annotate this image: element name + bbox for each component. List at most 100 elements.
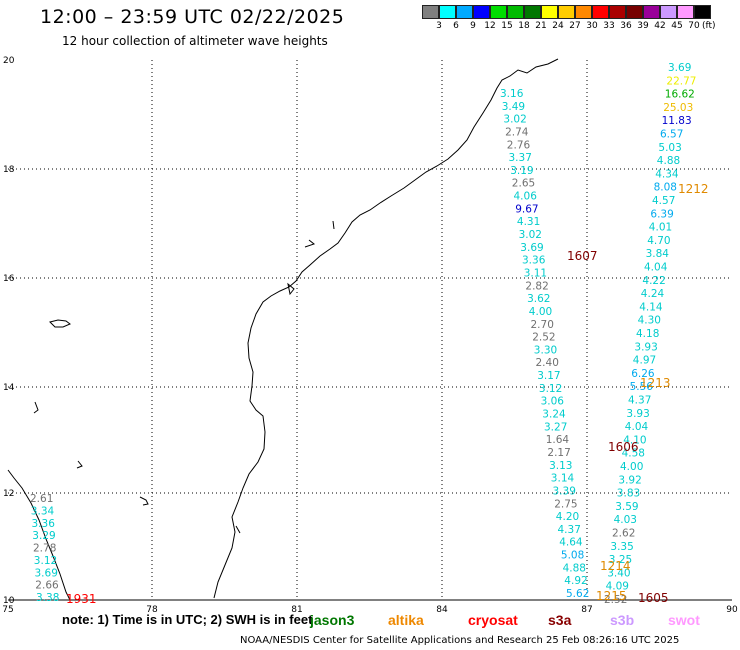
legend-swatch	[643, 5, 660, 19]
legend-swatch	[592, 5, 609, 19]
wave-height-label: 4.37	[558, 524, 581, 536]
satellite-name: altika	[388, 612, 424, 628]
legend-tick-label: 27	[569, 21, 581, 31]
legend-swatch	[490, 5, 507, 19]
wave-height-label: 5.62	[566, 588, 589, 600]
legend-tick-label: 21	[535, 21, 547, 31]
y-tick-label: 16	[3, 274, 15, 284]
legend-swatch	[575, 5, 592, 19]
legend-tick-label: 33	[603, 21, 615, 31]
legend-swatches	[422, 5, 711, 19]
y-tick-label: 20	[3, 56, 15, 66]
wave-height-label: 6.26	[631, 368, 655, 380]
wave-height-label: 3.19	[510, 165, 533, 177]
pass-id-label: 1607	[567, 249, 598, 263]
pass-id-label: 1606	[608, 440, 639, 454]
wave-height-label: 3.93	[634, 341, 657, 353]
wave-height-label: 6.39	[650, 208, 673, 220]
wave-height-label: 3.92	[618, 474, 641, 486]
wave-height-label: 4.22	[642, 275, 665, 287]
wave-height-label: 4.70	[647, 235, 670, 247]
grid-lines	[8, 60, 732, 600]
wave-height-label: 4.88	[563, 562, 586, 574]
pass-id-label: 1212	[678, 182, 709, 196]
wave-height-label: 6.57	[660, 129, 683, 141]
wave-height-label: 4.09	[606, 581, 629, 593]
wave-height-label: 4.88	[657, 155, 680, 167]
wave-height-label: 3.02	[519, 229, 542, 241]
wave-height-label: 4.92	[564, 575, 587, 587]
wave-height-label: 3.39	[553, 485, 576, 497]
wave-height-label: 3.69	[35, 567, 58, 579]
wave-height-label: 3.24	[542, 409, 566, 421]
wave-height-label: 3.69	[668, 62, 691, 74]
wave-height-label: 5.56	[630, 381, 654, 393]
wave-height-label: 3.25	[609, 554, 632, 566]
wave-height-label: 4.57	[652, 195, 675, 207]
wave-height-label: 3.37	[509, 152, 532, 164]
wave-height-label: 4.04	[625, 421, 649, 433]
y-tick-label: 12	[3, 489, 14, 499]
wave-height-label: 3.35	[610, 541, 633, 553]
legend-tick-label: 3	[436, 21, 442, 31]
wave-height-label: 4.31	[517, 216, 540, 228]
x-tick-label: 81	[291, 605, 302, 615]
footer-note: note: 1) Time is in UTC; 2) SWH is in fe…	[62, 612, 313, 627]
pass-id-label: 1213	[640, 376, 671, 390]
legend-tick-label: 30	[586, 21, 598, 31]
wave-height-label: 16.62	[665, 89, 695, 101]
altimeter-tracks: 3.163.493.022.742.763.373.192.654.069.67…	[30, 62, 696, 606]
wave-height-label: 3.16	[500, 88, 524, 100]
legend-tick-label: 12	[484, 21, 496, 31]
wave-height-label: 2.82	[525, 280, 548, 292]
credit-line: NOAA/NESDIS Center for Satellite Applica…	[240, 635, 680, 646]
wave-height-label: 4.24	[641, 288, 665, 300]
coastline	[7, 58, 559, 601]
legend-swatch	[439, 5, 456, 19]
wave-height-label: 3.14	[551, 473, 575, 485]
wave-height-label: 3.59	[615, 501, 638, 513]
wave-height-label: 4.58	[622, 448, 645, 460]
pass-id-label: 1214	[600, 559, 631, 573]
map-subtitle: 12 hour collection of altimeter wave hei…	[62, 34, 328, 48]
pass-labels: 1212 1607 1213 1606 1214 1215 1605 1931	[66, 182, 709, 606]
wave-height-label: 2.61	[30, 493, 53, 505]
pass-id-label: 1215	[596, 589, 627, 603]
color-legend: 3 6 9 12 15 18 21 24 27 30 33 36 39 42 45 70 (ft)	[422, 5, 716, 33]
legend-unit: (ft)	[702, 21, 716, 31]
wave-height-label: 2.66	[35, 580, 59, 592]
x-tick-label: 87	[581, 605, 592, 615]
legend-swatch	[473, 5, 490, 19]
legend-swatch	[609, 5, 626, 19]
wave-height-label: 3.17	[537, 370, 560, 382]
wave-height-label: 4.97	[633, 355, 656, 367]
satellite-name: jason3	[310, 612, 355, 628]
wave-height-label: 2.62	[612, 528, 635, 540]
pass-id-label: 1605	[638, 591, 669, 605]
legend-tick-label: 36	[620, 21, 632, 31]
wave-height-label: 3.49	[502, 101, 525, 113]
wave-height-label: 3.13	[549, 460, 572, 472]
wave-height-label: 4.04	[644, 262, 668, 274]
legend-tick-label: 15	[501, 21, 513, 31]
wave-height-label: 3.36	[522, 255, 546, 267]
y-tick-label: 14	[3, 383, 15, 393]
legend-swatch	[422, 5, 439, 19]
wave-height-label: 9.67	[515, 203, 538, 215]
wave-height-label: 2.74	[505, 127, 529, 139]
y-tick-label: 10	[3, 596, 15, 606]
wave-height-label: 3.02	[503, 114, 526, 126]
x-tick-label: 75	[2, 605, 13, 615]
wave-height-label: 3.12	[34, 555, 57, 567]
wave-height-label: 22.77	[666, 75, 696, 87]
legend-tick-label: 24	[552, 21, 564, 31]
wave-height-label: 1.64	[546, 434, 570, 446]
wave-height-label: 4.10	[623, 434, 646, 446]
satellite-name: swot	[668, 612, 700, 628]
legend-tick-label: 42	[654, 21, 666, 31]
x-axis-ticks: 75 78 81 84 87 90	[2, 605, 738, 615]
legend-tick-label: 18	[518, 21, 530, 31]
legend-swatch	[694, 5, 711, 19]
wave-height-label: 2.40	[536, 357, 559, 369]
wave-height-label: 4.30	[638, 315, 661, 327]
